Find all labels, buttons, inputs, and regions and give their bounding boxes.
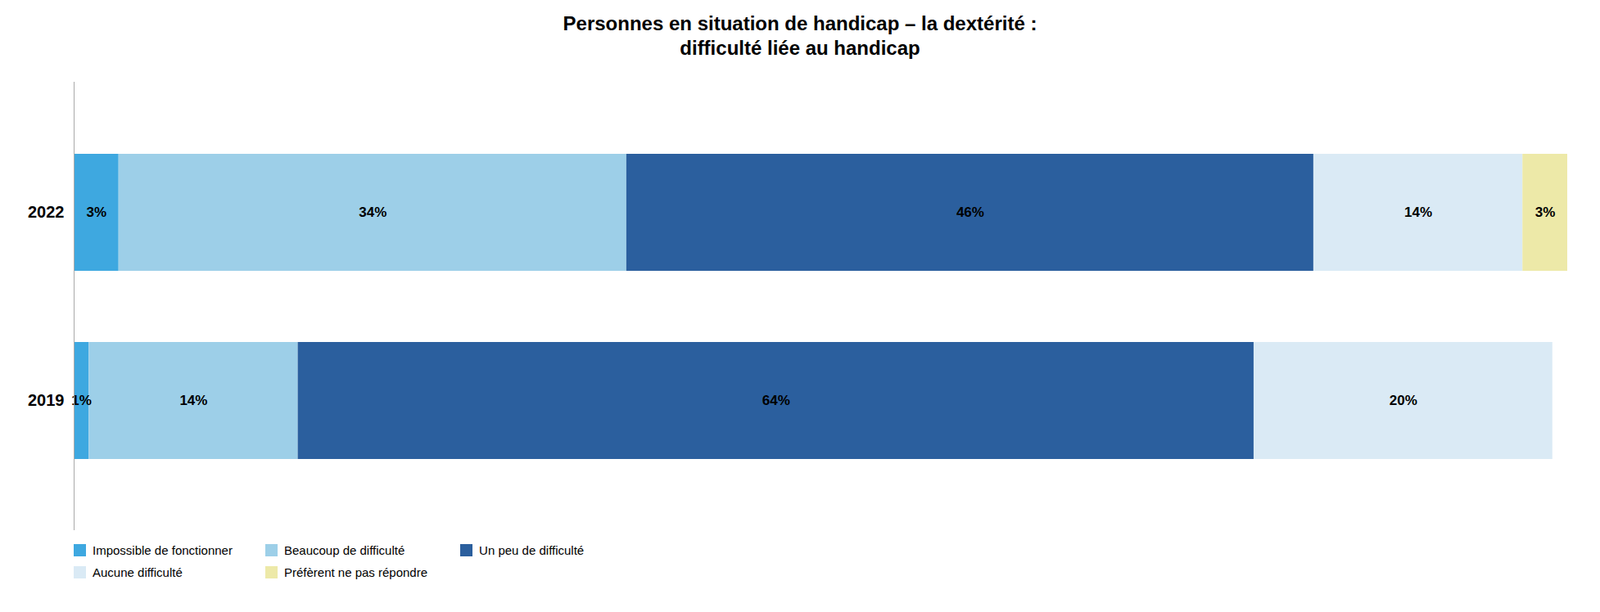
svg-text:14%: 14%	[1404, 204, 1433, 221]
svg-text:2019: 2019	[27, 391, 65, 410]
svg-text:34%: 34%	[358, 204, 387, 221]
svg-text:3%: 3%	[1535, 204, 1556, 221]
html-text:Aucune difficulté: Aucune difficulté	[92, 565, 183, 580]
svg-text:20%: 20%	[1389, 393, 1418, 409]
svg-text:1%: 1%	[71, 393, 92, 409]
svg-text:14%: 14%	[179, 393, 208, 409]
svg-text:2022: 2022	[27, 203, 65, 222]
svg-text:64%: 64%	[762, 393, 791, 409]
html-text:Impossible de fonctionner: Impossible de fonctionner	[92, 543, 233, 558]
svg-text:46%: 46%	[956, 204, 985, 221]
svg-text:3%: 3%	[86, 204, 108, 221]
html-text:Préfèrent ne pas répondre: Préfèrent ne pas répondre	[284, 565, 428, 580]
html-text:Beaucoup de difficulté: Beaucoup de difficulté	[284, 543, 405, 558]
html-text:Un peu de difficulté: Un peu de difficulté	[479, 543, 584, 558]
html-text:Personnes en situation de hand: Personnes en situation de handicap – la …	[563, 12, 1037, 59]
